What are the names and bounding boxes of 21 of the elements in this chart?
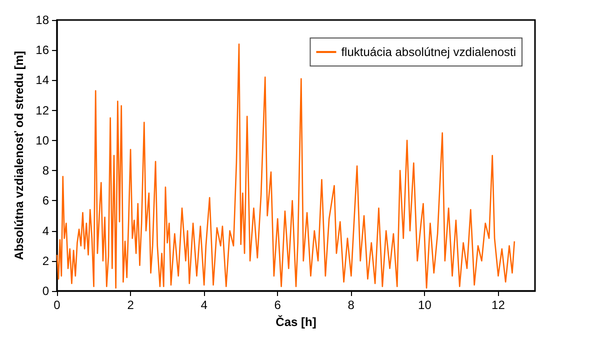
x-tick-label: 12 — [492, 298, 506, 312]
y-tick-label: 8 — [42, 164, 50, 178]
y-tick-label: 2 — [42, 254, 50, 268]
x-tick-label: 2 — [127, 298, 134, 312]
y-tick-label: 12 — [36, 103, 50, 118]
y-tick-label: 10 — [36, 133, 50, 148]
x-tick-label: 8 — [348, 298, 355, 312]
x-tick-label: 6 — [274, 298, 282, 312]
y-axis-title: Absolútna vzdialenosť od stredu [m] — [12, 50, 26, 260]
y-tick-label: 0 — [42, 284, 50, 298]
y-tick-label: 4 — [42, 224, 50, 238]
x-tick-label: 10 — [418, 298, 432, 312]
y-tick-label: 14 — [36, 73, 50, 88]
x-tick-label: 0 — [54, 298, 61, 312]
x-axis-title: Čas [h] — [276, 314, 316, 329]
y-tick-label: 18 — [36, 13, 50, 27]
legend-label: fluktuácia absolútnej vzdialenosti — [341, 45, 516, 59]
y-tick-label: 6 — [42, 194, 50, 208]
y-tick-label: 16 — [36, 43, 50, 58]
x-tick-label: 4 — [200, 298, 208, 312]
line-series — [56, 43, 516, 289]
